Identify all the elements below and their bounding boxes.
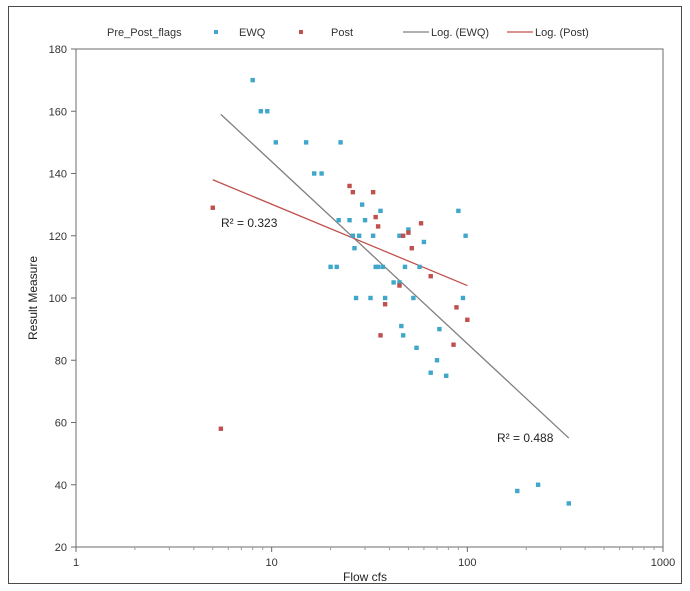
point-post: [350, 189, 356, 195]
r2-label-ewq: R² = 0.488: [497, 431, 554, 445]
point-post: [451, 342, 456, 347]
point-post: [454, 305, 459, 310]
point-post: [370, 189, 376, 195]
point-ewq: [400, 333, 406, 338]
x-axis-title: Flow cfs: [343, 570, 387, 583]
point-ewq: [391, 280, 396, 285]
point-post: [218, 426, 224, 431]
point-ewq: [338, 140, 343, 145]
point-ewq: [397, 233, 402, 238]
point-ewq: [397, 280, 402, 285]
legend-label-log-post: Log. (Post): [535, 27, 589, 39]
point-ewq: [402, 264, 408, 270]
point-ewq: [362, 217, 368, 223]
x-tick-label: 100: [458, 557, 476, 569]
y-tick-label: 80: [55, 355, 67, 367]
point-layer: [210, 77, 571, 506]
point-ewq: [428, 370, 433, 375]
legend-marker-ewq: [214, 30, 218, 34]
legend-label-post: Post: [331, 27, 353, 39]
y-tick-label: 100: [49, 293, 67, 305]
legend-marker-post: [299, 30, 303, 34]
point-ewq: [334, 264, 339, 270]
point-ewq: [368, 295, 373, 301]
point-ewq: [356, 233, 362, 238]
point-ewq: [535, 482, 541, 487]
y-tick-label: 60: [55, 418, 67, 430]
point-ewq: [328, 264, 333, 270]
y-tick-label: 160: [49, 106, 67, 118]
point-ewq: [347, 217, 352, 223]
point-post: [378, 333, 383, 338]
point-ewq: [250, 77, 255, 83]
legend-label-log-ewq: Log. (EWQ): [431, 27, 489, 39]
point-post: [409, 246, 414, 251]
point-ewq: [336, 217, 341, 223]
r2-label-post: R² = 0.323: [221, 216, 278, 230]
y-tick-label: 120: [49, 231, 67, 243]
x-tick-label: 1000: [651, 557, 675, 569]
point-ewq: [378, 208, 383, 214]
scatter-chart: 20 40 60 80 100 120 140 160 180 1 10 100 1000 Result…: [26, 27, 676, 583]
point-ewq: [411, 295, 416, 301]
point-ewq: [463, 233, 468, 238]
point-ewq: [352, 246, 357, 251]
legend: Pre_Post_flags EWQ Post Log. (EWQ) Log. …: [107, 27, 589, 39]
trendline-post: [212, 179, 468, 287]
point-ewq: [359, 202, 365, 207]
point-ewq: [444, 373, 449, 379]
point-ewq: [515, 488, 520, 494]
point-ewq: [417, 264, 422, 270]
legend-label-ewq: EWQ: [239, 27, 266, 39]
point-ewq: [273, 140, 279, 145]
point-post: [400, 233, 406, 238]
point-ewq: [312, 171, 317, 176]
point-post: [347, 183, 352, 189]
legend-title: Pre_Post_flags: [107, 27, 182, 39]
point-ewq: [373, 264, 378, 270]
trendline-ewq: [220, 113, 570, 439]
point-post: [428, 274, 433, 279]
point-ewq: [421, 239, 427, 245]
point-post: [373, 214, 378, 220]
point-post: [397, 283, 402, 288]
point-post: [210, 205, 215, 210]
point-ewq: [353, 295, 359, 301]
point-ewq: [380, 264, 386, 270]
y-tick-label: 40: [55, 480, 67, 492]
y-axis-title: Result Measure: [26, 256, 40, 340]
point-ewq: [460, 295, 466, 301]
point-post: [418, 221, 424, 226]
point-ewq: [303, 140, 309, 145]
point-ewq: [382, 295, 388, 301]
x-tick-label: 1: [73, 557, 79, 569]
point-ewq: [434, 358, 440, 363]
point-ewq: [258, 109, 264, 114]
point-ewq: [437, 326, 442, 332]
tick-layer: 20 40 60 80 100 120 140 160 180 1 10 100 1000: [49, 44, 676, 569]
point-ewq: [265, 109, 270, 114]
point-post: [465, 317, 470, 322]
point-ewq: [456, 208, 461, 214]
point-post: [406, 230, 411, 235]
x-tick-label: 10: [266, 557, 278, 569]
point-ewq: [566, 501, 571, 506]
point-ewq: [350, 233, 356, 238]
point-ewq: [375, 264, 381, 270]
point-ewq: [406, 227, 411, 232]
y-tick-label: 20: [55, 542, 67, 554]
chart-frame: 20 40 60 80 100 120 140 160 180 1 10 100 1000 Result…: [8, 6, 682, 584]
trendline-layer: [212, 113, 570, 439]
point-ewq: [370, 233, 376, 238]
point-ewq: [319, 171, 324, 176]
point-ewq: [399, 323, 404, 329]
point-post: [382, 302, 388, 307]
point-post: [375, 224, 381, 229]
y-tick-label: 140: [49, 169, 67, 181]
point-ewq: [414, 345, 419, 350]
y-tick-label: 180: [49, 44, 67, 56]
